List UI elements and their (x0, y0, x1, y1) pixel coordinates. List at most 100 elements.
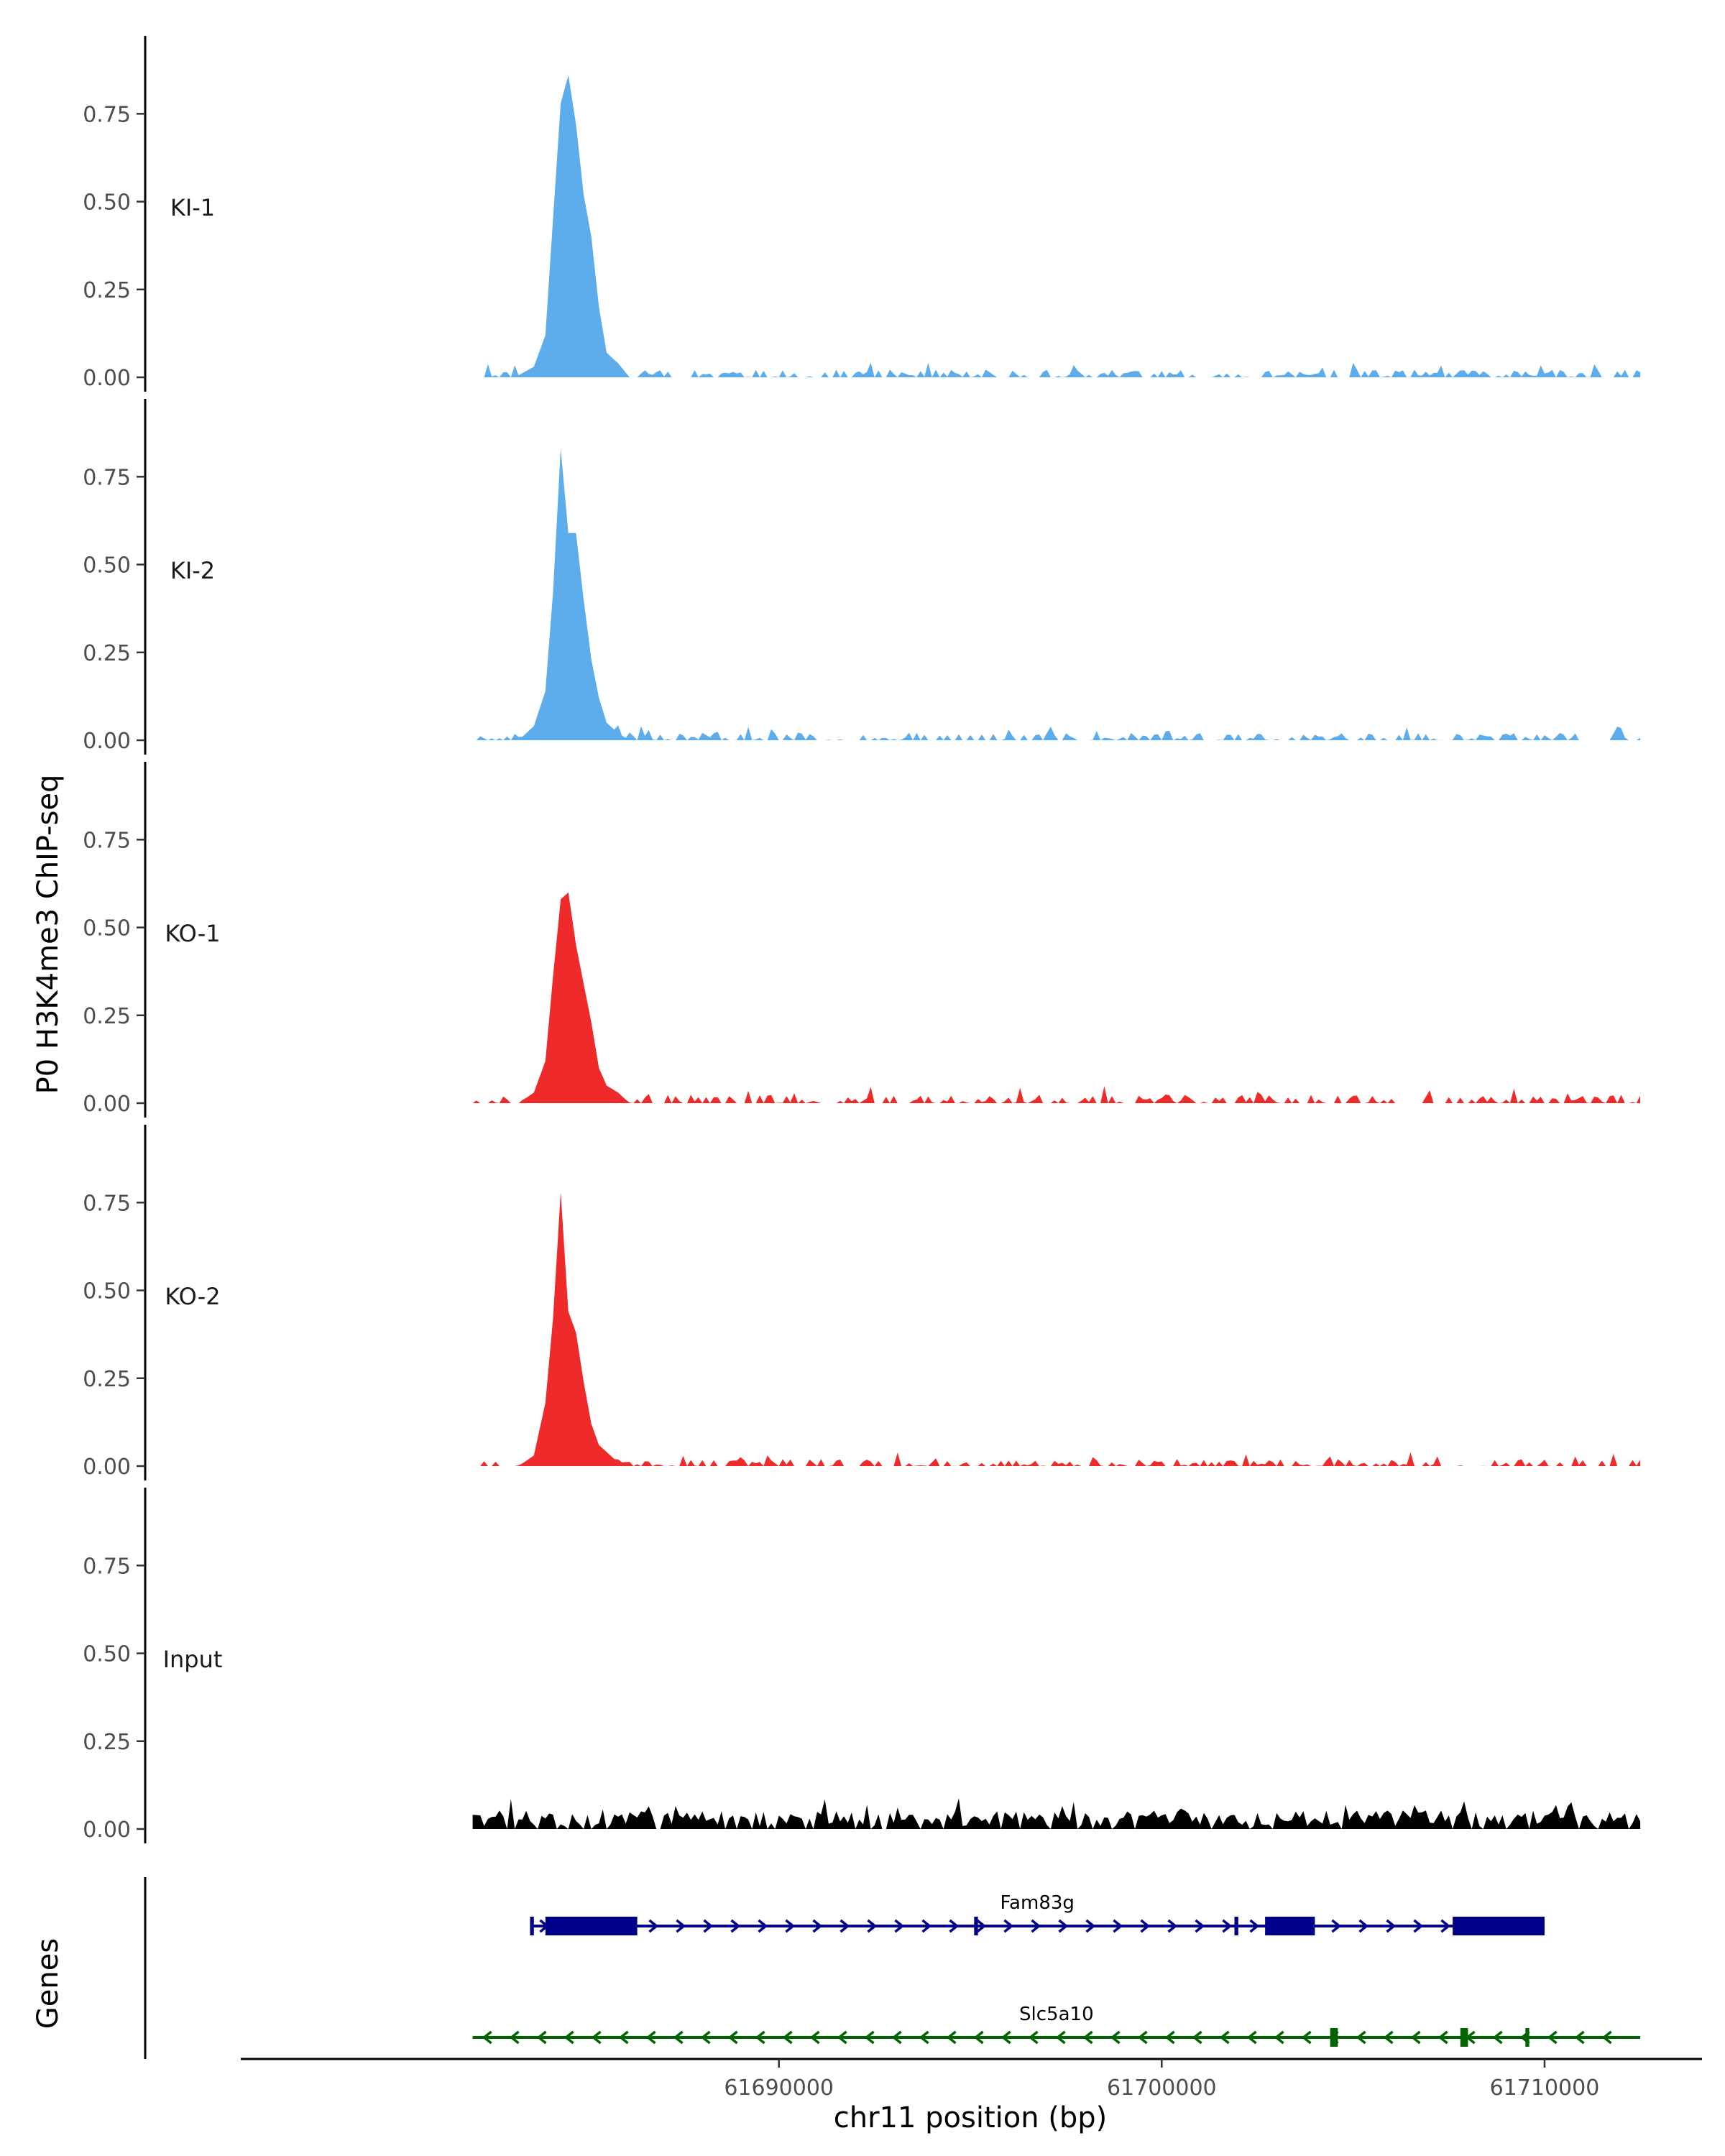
strand-arrow (1274, 2030, 1284, 2045)
strand-arrow (727, 2030, 738, 2045)
strand-arrow (840, 1919, 850, 1933)
strand-arrow (1222, 1919, 1233, 1933)
exon (1525, 2028, 1530, 2047)
strand-arrow (785, 1919, 796, 1933)
strand-arrow (1140, 1919, 1151, 1933)
y-tick-label: 0.50 (83, 916, 131, 941)
track-name: Input (163, 1646, 223, 1673)
gene-fam83g: Fam83g (530, 1892, 1545, 1935)
signal-area (472, 75, 1641, 377)
y-tick-label: 0.25 (83, 278, 131, 303)
strand-arrow (1383, 2030, 1394, 2045)
y-tick-label: 0.50 (83, 190, 131, 216)
exon (1234, 1917, 1238, 1935)
strand-arrow (1164, 2030, 1175, 2045)
y-tick-label: 0.75 (83, 102, 131, 127)
track-ko-2: 0.00 0.25 0.50 0.75 KO-2 (83, 1125, 1641, 1480)
strand-arrow (1192, 2030, 1202, 2045)
y-tick-label: 0.50 (83, 553, 131, 579)
strand-arrow (894, 1919, 905, 1933)
x-axis: 61690000 61700000 61710000 (241, 2058, 1702, 2101)
track-input: 0.00 0.25 0.50 0.75 Input (83, 1488, 1641, 1843)
y-tick-label: 0.25 (83, 1367, 131, 1392)
strand-arrow (1356, 2030, 1366, 2045)
strand-arrow (564, 2030, 574, 2045)
strand-arrow (509, 2030, 520, 2045)
strand-arrow (536, 2030, 547, 2045)
y-axis-label: P0 H3K4me3 ChIP-seq (32, 775, 65, 1095)
strand-arrow (645, 2030, 656, 2045)
y-tick-label: 0.75 (83, 1191, 131, 1216)
exon (1460, 2028, 1468, 2047)
tracks-layer: 0.00 0.25 0.50 0.75 KI-1 0.00 0.25 0.50 0.75 KI-2… (83, 36, 1641, 1843)
strand-arrow (1085, 1919, 1096, 1933)
y-tick-label: 0.00 (83, 1455, 131, 1480)
strand-arrow (1028, 2030, 1039, 2045)
y-tick-label: 0.00 (83, 1092, 131, 1117)
track-name: KI-1 (170, 194, 215, 221)
x-tick-label: 61700000 (1107, 2076, 1217, 2101)
strand-arrow (1137, 2030, 1148, 2045)
y-tick-label: 0.25 (83, 641, 131, 666)
y-tick-label: 0.50 (83, 1642, 131, 1667)
y-tick-label: 0.00 (83, 1818, 131, 1843)
y-tick-label: 0.75 (83, 1554, 131, 1579)
y-tick-label: 0.00 (83, 729, 131, 754)
y-tick-label: 0.75 (83, 465, 131, 490)
strand-arrow (1492, 2030, 1503, 2045)
strand-arrow (867, 1919, 878, 1933)
exon (1265, 1917, 1315, 1935)
signal-area (472, 1798, 1641, 1829)
strand-arrow (949, 1919, 960, 1933)
strand-arrow (1000, 2030, 1011, 2045)
gene-slc5a10: Slc5a10 (472, 2004, 1641, 2047)
gene-label: Fam83g (1000, 1892, 1074, 1914)
strand-arrow (1031, 1919, 1041, 1933)
strand-arrow (946, 2030, 957, 2045)
strand-arrow (837, 2030, 847, 2045)
exon (1330, 2028, 1338, 2047)
strand-arrow (1331, 1919, 1342, 1933)
strand-arrow (755, 2030, 765, 2045)
strand-arrow (648, 1919, 659, 1933)
strand-arrow (1601, 2030, 1612, 2045)
strand-arrow (919, 2030, 929, 2045)
strand-arrow (976, 1919, 987, 1933)
exon (530, 1917, 534, 1935)
strand-arrow (782, 2030, 793, 2045)
strand-arrow (864, 2030, 875, 2045)
strand-arrow (1410, 2030, 1421, 2045)
strand-arrow (482, 2030, 492, 2045)
exon (974, 1917, 978, 1935)
strand-arrow (921, 1919, 932, 1933)
signal-area (472, 448, 1641, 740)
strand-arrow (1003, 1919, 1014, 1933)
signal-area (472, 892, 1641, 1103)
strand-arrow (1110, 2030, 1121, 2045)
strand-arrow (700, 2030, 711, 2045)
x-tick-label: 61690000 (724, 2076, 834, 2101)
strand-arrow (1440, 1919, 1451, 1933)
y-tick-label: 0.25 (83, 1730, 131, 1755)
strand-arrow (1574, 2030, 1585, 2045)
y-tick-label: 0.50 (83, 1279, 131, 1304)
strand-arrow (812, 1919, 823, 1933)
strand-arrow (1219, 2030, 1230, 2045)
strand-arrow (1082, 2030, 1093, 2045)
track-name: KO-1 (165, 920, 220, 947)
strand-arrow (1358, 1919, 1369, 1933)
y-tick-label: 0.25 (83, 1004, 131, 1029)
strand-arrow (1167, 1919, 1178, 1933)
strand-arrow (673, 2030, 684, 2045)
track-ko-1: 0.00 0.25 0.50 0.75 KO-1 (83, 762, 1641, 1118)
gene-label: Slc5a10 (1019, 2004, 1094, 2025)
strand-arrow (891, 2030, 902, 2045)
genes-axis-label: Genes (32, 1938, 65, 2029)
strand-arrow (676, 1919, 686, 1933)
strand-arrow (703, 1919, 714, 1933)
exon (1453, 1917, 1545, 1935)
track-name: KI-2 (170, 557, 215, 584)
strand-arrow (809, 2030, 820, 2045)
